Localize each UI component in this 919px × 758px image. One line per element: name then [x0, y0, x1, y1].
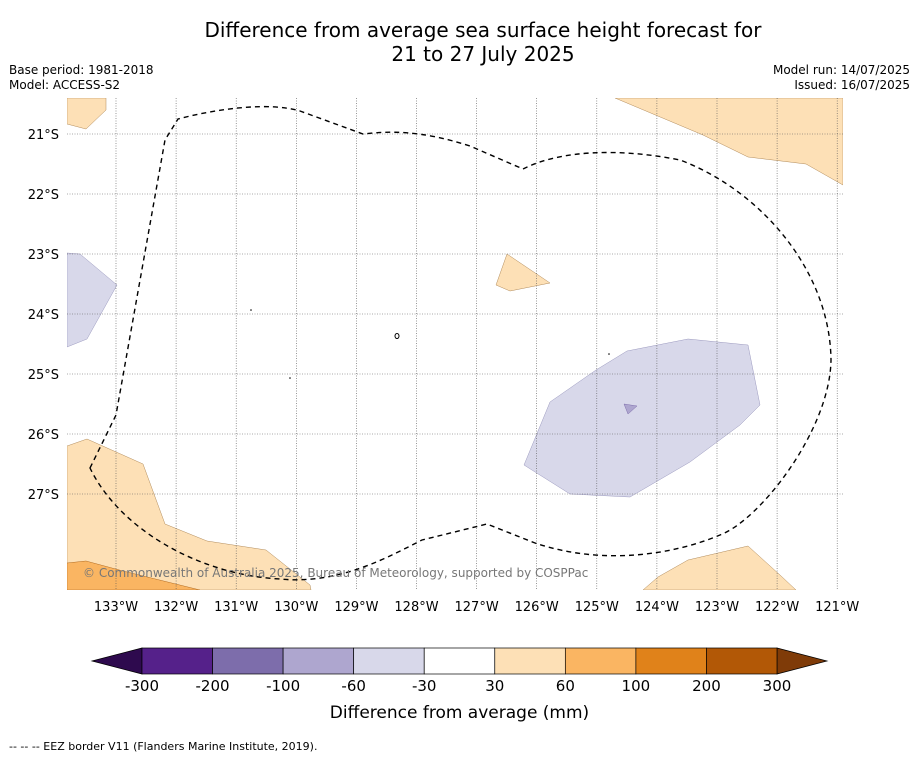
colorbar-tick-label: 200 [692, 677, 721, 695]
model-name: Model: ACCESS-S2 [9, 78, 121, 92]
latitude-label: 23°S [28, 248, 59, 263]
copyright-notice: © Commonwealth of Australia 2025, Bureau… [83, 566, 588, 580]
longitude-labels: 133°W 132°W 131°W 130°W 129°W 128°W 127°W 126°W… [94, 600, 860, 615]
meta-left: Base period: 1981-2018 Model: ACCESS-S2 [9, 63, 154, 93]
latitude-labels: 21°S 22°S 23°S 24°S 25°S 26°S 27°S [28, 128, 59, 503]
colorbar-segment [353, 647, 425, 675]
title-line-2: 21 to 27 July 2025 [391, 42, 575, 66]
longitude-label: 124°W [635, 600, 679, 615]
colorbar-segment [141, 647, 213, 675]
eez-legend-footer: -- -- -- EEZ border V11 (Flanders Marine… [9, 740, 318, 753]
longitude-label: 127°W [455, 600, 499, 615]
colorbar-under-arrow [90, 647, 143, 675]
colorbar-tick-label: 300 [762, 677, 792, 695]
title-line-1: Difference from average sea surface heig… [204, 18, 762, 42]
colorbar-segment [423, 647, 496, 675]
map-plot-area: © Commonwealth of Australia 2025, Bureau… [67, 98, 843, 590]
colorbar-tick-label: -100 [266, 677, 301, 695]
base-period: Base period: 1981-2018 [9, 63, 154, 77]
colorbar-tick-label: 60 [555, 677, 575, 695]
issued-date: Issued: 16/07/2025 [794, 78, 910, 92]
colorbar-tick-label: -300 [124, 677, 160, 695]
island-marker [608, 353, 610, 355]
latitude-label: 25°S [28, 368, 59, 383]
colorbar-over-arrow [776, 647, 829, 675]
colorbar-tick-label: -60 [341, 677, 366, 695]
positive-anomaly-region-se [642, 545, 797, 590]
longitude-label: 131°W [214, 600, 258, 615]
negative-anomaly-core [623, 403, 638, 415]
longitude-label: 133°W [94, 600, 138, 615]
positive-anomaly-region-nw [67, 98, 107, 130]
longitude-label: 129°W [334, 600, 378, 615]
latitude-label: 24°S [28, 308, 59, 323]
positive-anomaly-strong-sw [67, 560, 201, 590]
colorbar-tick-label: 30 [485, 677, 505, 695]
latitude-label: 22°S [28, 188, 59, 203]
meta-right: Model run: 14/07/2025 Issued: 16/07/2025 [773, 63, 910, 93]
longitude-label: 121°W [815, 600, 859, 615]
longitude-label: 122°W [755, 600, 799, 615]
longitude-label: 132°W [154, 600, 198, 615]
positive-anomaly-region-ne [614, 98, 843, 186]
longitude-label: 125°W [575, 600, 619, 615]
colorbar-tick-label: -30 [411, 677, 437, 695]
colorbar-segment [564, 647, 637, 675]
colorbar [90, 647, 829, 675]
model-run: Model run: 14/07/2025 [772, 63, 910, 77]
colorbar-tick-label: 100 [621, 677, 651, 695]
colorbar-segment [635, 647, 707, 675]
colorbar-segment [212, 647, 284, 675]
island-marker [289, 377, 291, 379]
island-marker [250, 309, 252, 311]
negative-anomaly-region-east [523, 338, 761, 498]
longitude-label: 126°W [515, 600, 559, 615]
colorbar-segments [141, 647, 778, 675]
colorbar-segment [494, 647, 566, 675]
colorbar-tick-label: -200 [195, 677, 230, 695]
gridlines [67, 98, 843, 590]
latitude-label: 21°S [28, 128, 59, 143]
colorbar-segment [706, 647, 778, 675]
colorbar-title: Difference from average (mm) [329, 703, 590, 723]
latitude-label: 26°S [28, 428, 59, 443]
longitude-label: 123°W [695, 600, 739, 615]
longitude-label: 130°W [274, 600, 318, 615]
island-marker [394, 333, 400, 339]
positive-anomaly-region-center [495, 253, 551, 292]
longitude-label: 128°W [394, 600, 438, 615]
colorbar-segment [282, 647, 355, 675]
latitude-label: 27°S [28, 488, 59, 503]
map-title: Difference from average sea surface heig… [0, 18, 919, 66]
